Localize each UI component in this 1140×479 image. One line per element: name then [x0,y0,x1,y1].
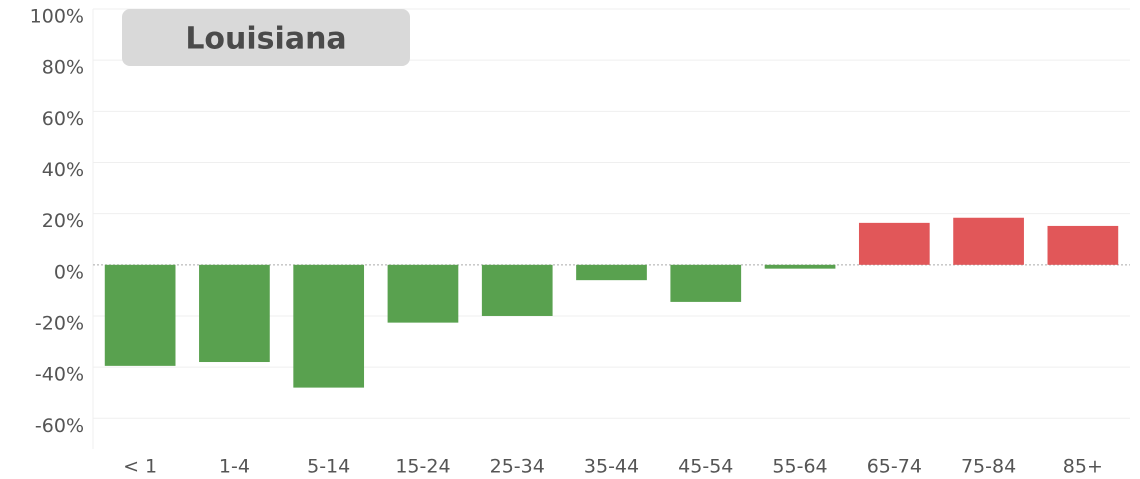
x-tick-label: 5-14 [307,456,350,478]
y-tick-label: 80% [42,57,84,79]
chart-title: Louisiana [185,22,346,57]
bar [481,264,553,316]
y-tick-label: 100% [30,6,84,28]
x-tick-label: < 1 [123,456,157,478]
x-tick-label: 35-44 [584,456,639,478]
y-tick-label: 60% [42,108,84,130]
bar [764,264,836,269]
x-tick-label: 75-84 [961,456,1016,478]
y-tick-label: -20% [35,312,84,334]
x-tick-label: 25-34 [490,456,545,478]
bar [1047,225,1119,265]
bar [953,217,1024,265]
bar [387,264,459,323]
x-tick-label: 45-54 [678,456,733,478]
bar [199,264,270,363]
y-tick-label: -40% [35,364,84,386]
bar [576,264,647,281]
title-box [122,9,410,66]
x-tick-label: 15-24 [395,456,450,478]
y-tick-label: 40% [42,159,84,181]
y-tick-label: -60% [35,415,84,437]
bar [104,264,176,366]
y-tick-label: 0% [54,261,84,283]
bar [670,264,742,302]
x-tick-label: 1-4 [219,456,250,478]
bar [858,222,930,265]
bar [293,264,365,388]
x-tick-label: 85+ [1063,456,1103,478]
x-tick-label: 55-64 [772,456,827,478]
y-tick-label: 20% [42,210,84,232]
x-tick-label: 65-74 [867,456,922,478]
